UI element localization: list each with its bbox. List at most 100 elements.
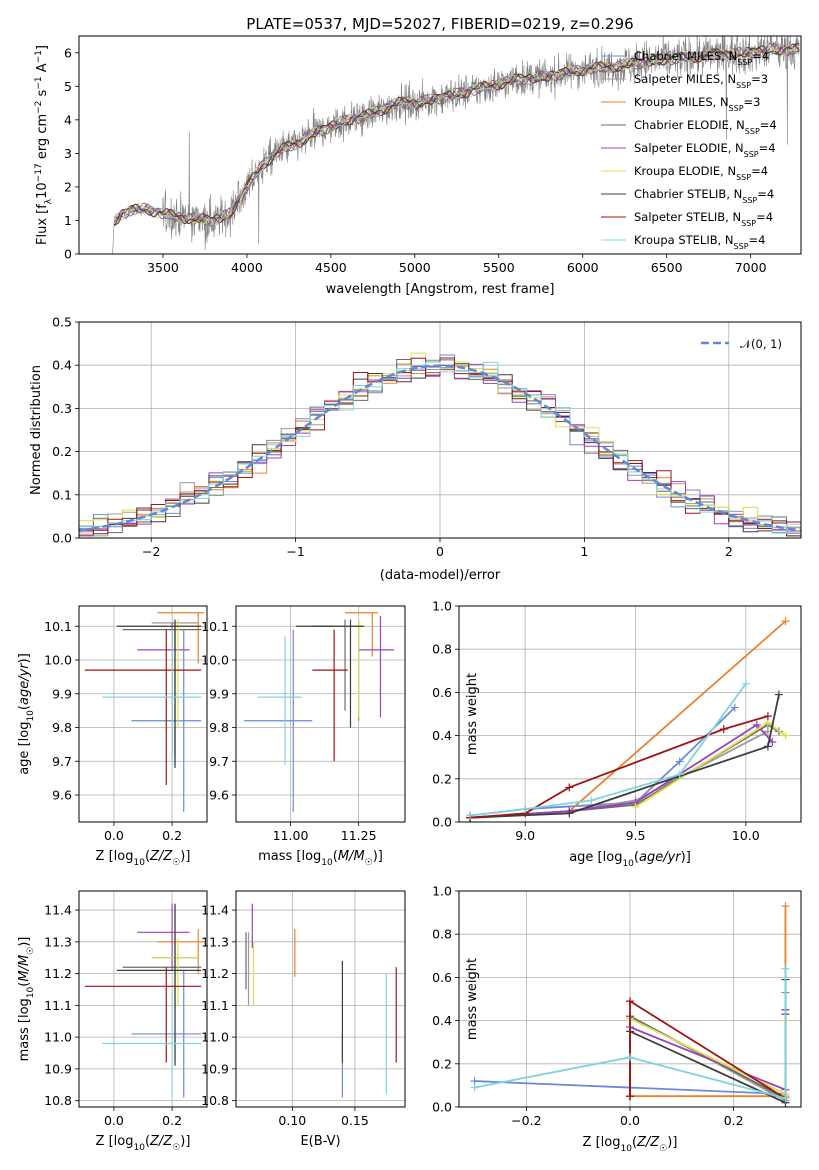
y-tick-label: 11.4 [201, 903, 229, 918]
y-tick-label: 5 [64, 79, 72, 94]
y-tick-label: 0.8 [432, 927, 452, 942]
x-axis-label-part: / [158, 1134, 165, 1149]
y-tick-label: 10.9 [44, 1061, 72, 1076]
legend-label-main: Salpeter MILES, N [634, 72, 736, 86]
y-tick-label: 0.2 [432, 771, 452, 786]
x-axis-label-part: M [338, 849, 349, 864]
legend-label: 𝒩(0, 1) [740, 337, 782, 351]
legend-label: Salpeter ELODIE, NSSP=4 [634, 141, 776, 159]
x-tick-label: 1 [580, 544, 588, 559]
x-axis-label: Z [log10(Z/Z☉)] [96, 1134, 191, 1153]
y-tick-label: 11.1 [44, 998, 72, 1013]
plot-area-mass_vs_Z [79, 891, 207, 1107]
x-axis-label-part: ( [634, 850, 639, 865]
legend-label-tail: =4 [751, 164, 768, 178]
x-tick-label: 0.2 [724, 1113, 744, 1128]
legend-label: Salpeter MILES, NSSP=3 [634, 72, 768, 90]
y-tick-label: 11.2 [201, 966, 229, 981]
figure-title: PLATE=0537, MJD=52027, FIBERID=0219, z=0… [246, 15, 633, 33]
x-tick-label: 10.0 [732, 828, 760, 843]
y-tick-label: 0.0 [432, 815, 452, 830]
y-axis-label: age [log10(age/yr)] [17, 653, 36, 775]
y-axis-label-part: age [log [17, 722, 32, 775]
x-tick-label: 4500 [315, 260, 347, 275]
axes-mass_vs_ebv: 0.10 0.15 10.8 10.9 11.0 11.1 11.2 11.3 11.4 E(B-… [201, 890, 406, 1149]
x-tick-label: 4000 [231, 260, 263, 275]
weight-line [474, 968, 787, 1100]
x-tick-label: 2 [725, 544, 733, 559]
y-tick-label: 9.6 [52, 788, 72, 803]
x-tick-label: 9.5 [626, 828, 646, 843]
y-tick-label: 11.0 [201, 1030, 229, 1045]
weight-line [469, 694, 780, 819]
x-axis-label-part: 10 [321, 858, 333, 868]
y-tick-label: 10.8 [44, 1093, 72, 1108]
x-axis-label-part: ( [145, 849, 150, 864]
y-tick-label: 0.0 [432, 1100, 452, 1115]
x-axis-label-part: Z/Z [636, 1135, 660, 1150]
y-tick-label: 2 [64, 179, 72, 194]
y-tick-label: 0.6 [432, 685, 452, 700]
y-tick-label: 0.0 [52, 531, 72, 546]
x-axis-label-part: age [log [569, 850, 622, 865]
plot-area-weight_vs_age [459, 606, 801, 822]
x-axis-label: Z [log10(Z/Z☉)] [96, 849, 191, 868]
plot-area-spectrum [112, 36, 800, 254]
y-tick-label: 6 [64, 45, 72, 60]
y-axis-label-part: )] [17, 937, 32, 947]
y-axis-label-part: )] [17, 653, 32, 663]
x-axis-label-part: )] [373, 849, 383, 864]
x-axis-label-part: M [353, 849, 364, 864]
legend-label: Chabrier STELIB, NSSP=4 [634, 187, 774, 205]
y-tick-label: 1 [64, 213, 72, 228]
y-tick-label: 10.8 [201, 1093, 229, 1108]
x-axis-label-part: ☉ [172, 858, 180, 868]
plot-layer: 3500 4000 4500 5000 5500 6000 6500 7000 0 1 2 3 4 5 6 w… [17, 35, 802, 1154]
y-tick-label: 0.5 [52, 315, 72, 330]
x-tick-label: 0 [436, 544, 444, 559]
x-tick-label: 0.0 [104, 1113, 124, 1128]
legend-label-sub: SSP [742, 196, 757, 205]
x-axis-label: (data-model)/error [380, 568, 501, 583]
legend-label-main: Salpeter ELODIE, N [634, 141, 744, 155]
spectrum-model-line [114, 43, 800, 226]
x-axis-label: age [log10(age/yr)] [569, 850, 691, 869]
x-axis-label-part: ( [333, 849, 338, 864]
x-axis-label-part: / [348, 849, 355, 864]
y-tick-label: 0.4 [432, 1013, 452, 1028]
x-tick-label: 0.10 [278, 1113, 306, 1128]
axes-frame [235, 605, 406, 823]
axes-frame [78, 605, 208, 823]
plot-area-weight_vs_Z [459, 891, 801, 1107]
x-axis-label-part: 10 [620, 1144, 632, 1154]
x-axis-label-part: 10 [133, 858, 145, 868]
spectrum-model-line [113, 44, 800, 226]
plot-area-age_vs_Z [79, 606, 207, 822]
x-tick-label: 3500 [147, 260, 179, 275]
axes-frame [78, 890, 208, 1108]
y-tick-label: 11.4 [44, 903, 72, 918]
x-tick-label: 0.0 [620, 1113, 640, 1128]
legend-label-sub: SSP [736, 81, 751, 90]
x-tick-label: −0.2 [511, 1113, 541, 1128]
x-axis-label: Z [log10(Z/Z☉)] [583, 1135, 678, 1154]
y-tick-label: 11.0 [44, 1030, 72, 1045]
y-axis-label-part: 10 [26, 710, 36, 722]
y-axis-label-part: M/M [17, 955, 32, 982]
x-axis-label-part: Z [149, 1134, 160, 1149]
plot-area-mass_vs_ebv [236, 891, 405, 1107]
y-tick-label: 10.1 [201, 619, 229, 634]
legend-label: Kroupa ELODIE, NSSP=4 [634, 164, 768, 182]
y-tick-label: 11.3 [201, 934, 229, 949]
x-axis-label: E(B-V) [300, 1134, 340, 1149]
y-tick-label: 11.2 [44, 966, 72, 981]
legend-label-tail: =4 [759, 141, 776, 155]
y-axis-label: mass [log10(M/M☉)] [17, 937, 36, 1062]
x-axis-label: wavelength [Angstrom, rest frame] [326, 282, 555, 297]
y-axis-label-part: age/yr [17, 662, 32, 705]
x-tick-label: 9.0 [515, 828, 535, 843]
x-axis-label-part: )] [681, 850, 691, 865]
y-tick-label: 0.3 [52, 401, 72, 416]
x-axis-label-part: 10 [622, 859, 634, 869]
x-tick-label: 11.00 [273, 828, 309, 843]
